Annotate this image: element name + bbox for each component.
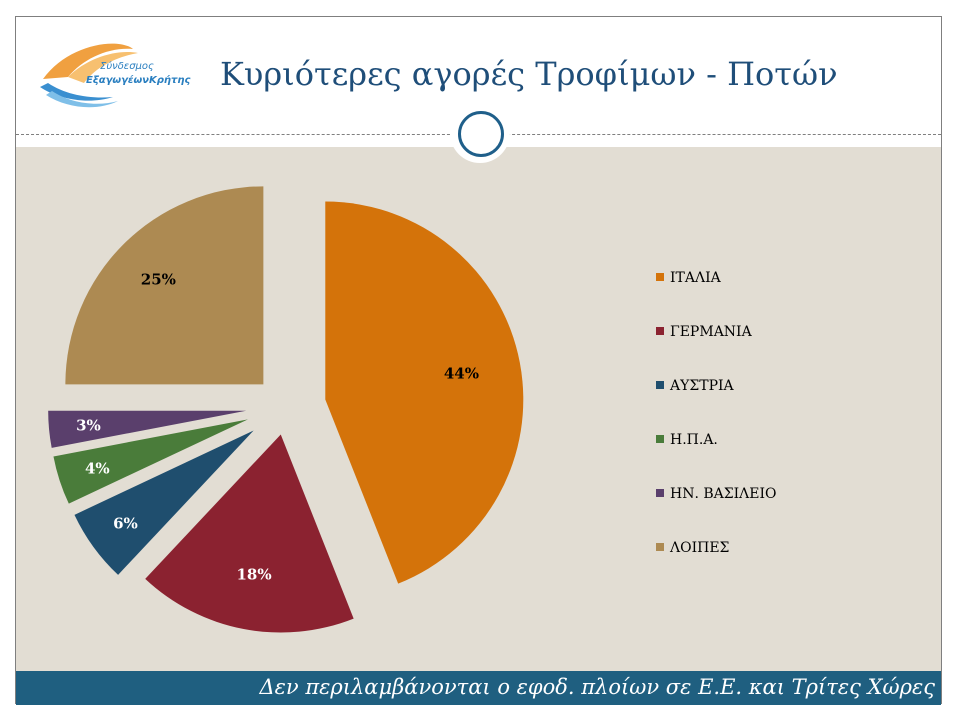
ring-icon: [458, 111, 504, 157]
pie-slice-4: [48, 410, 247, 448]
pie-slice-0: [325, 201, 524, 584]
footer-bar: Δεν περιλαμβάνονται ο εφοδ. πλοίων σε Ε.…: [16, 671, 941, 705]
slide: Σύνδεσμος ΕξαγωγέωνΚρήτης Κυριότερες αγο…: [15, 16, 942, 705]
data-label-0: 44%: [444, 365, 479, 383]
data-label-1: 18%: [236, 566, 271, 584]
chart-area: 44% 18% 6% 4% 3% 25% ΙΤΑΛΙΑ ΓΕΡΜΑΝΙΑ ΑΥΣΤΡΙΑ Η.Π.…: [16, 147, 941, 671]
page-title: Κυριότερες αγορές Τροφίμων - Ποτών: [220, 55, 838, 93]
pie-chart: 44% 18% 6% 4% 3% 25% ΙΤΑΛΙΑ ΓΕΡΜΑΝΙΑ ΑΥΣΤΡΙΑ Η.Π.…: [48, 186, 777, 633]
legend-swatch-5: [656, 543, 664, 551]
legend-label-5: ΛΟΙΠΕΣ: [669, 540, 729, 556]
pie-slice-5: [65, 186, 264, 385]
legend-swatch-4: [656, 489, 664, 497]
legend-swatch-0: [656, 273, 664, 281]
legend-label-4: ΗΝ. ΒΑΣΙΛΕΙΟ: [670, 486, 777, 502]
legend-label-1: ΓΕΡΜΑΝΙΑ: [670, 324, 753, 340]
data-label-2: 6%: [113, 515, 138, 533]
logo-swoosh-icon: [40, 43, 138, 108]
data-label-3: 4%: [85, 459, 110, 477]
legend-label-2: ΑΥΣΤΡΙΑ: [669, 378, 735, 394]
legend-swatch-2: [656, 381, 664, 389]
legend-swatch-1: [656, 327, 664, 335]
legend-label-3: Η.Π.Α.: [670, 432, 718, 448]
footer-note: Δεν περιλαμβάνονται ο εφοδ. πλοίων σε Ε.…: [259, 675, 935, 699]
legend-label-0: ΙΤΑΛΙΑ: [670, 270, 722, 286]
pie-slice-1: [145, 434, 354, 633]
pie-slice-3: [53, 419, 248, 504]
legend-swatch-3: [656, 435, 664, 443]
data-label-5: 25%: [141, 270, 176, 288]
data-label-4: 3%: [76, 417, 101, 435]
logo-text-line1: Σύνδεσμος: [100, 61, 154, 72]
pie-slice-2: [74, 430, 254, 575]
logo-text-line2: ΕξαγωγέωνΚρήτης: [86, 75, 191, 86]
